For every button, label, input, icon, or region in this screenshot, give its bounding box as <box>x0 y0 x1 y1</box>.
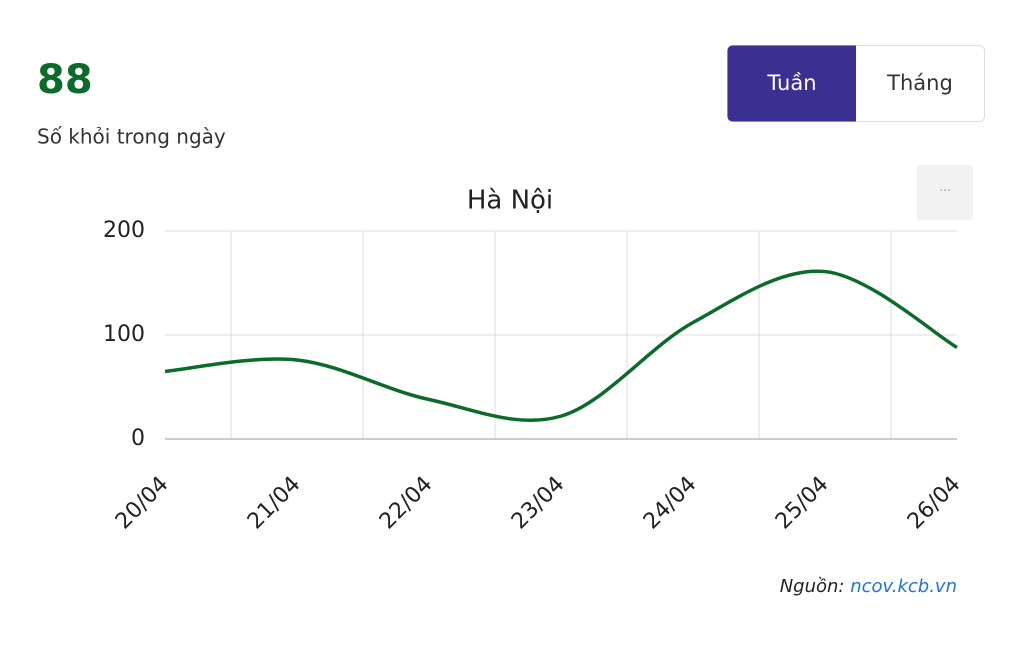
menu-button[interactable] <box>917 165 973 220</box>
tab-active[interactable] <box>727 45 857 122</box>
x-tick-label: 26/04 <box>903 472 966 535</box>
headline-subtitle: Số khỏi trong ngày <box>37 125 226 149</box>
source-label: Nguồn: <box>780 576 845 597</box>
x-tick-label: 21/04 <box>243 472 306 535</box>
x-tick-label: 25/04 <box>771 472 834 535</box>
y-tick-label: 100 <box>103 322 145 347</box>
x-tick-label: 22/04 <box>375 472 438 535</box>
x-tick-label: 24/04 <box>639 472 702 535</box>
x-tick-label: 23/04 <box>507 472 570 535</box>
source-link[interactable]: ncov.kcb.vn <box>850 576 957 597</box>
menu-label[interactable]: ··· <box>939 184 950 198</box>
tab-label[interactable]: Tuần <box>766 71 816 95</box>
y-tick-label: 0 <box>131 426 145 451</box>
tab-label[interactable]: Tháng <box>886 71 953 95</box>
headline-value: 88 <box>37 57 93 103</box>
x-tick-label: 20/04 <box>111 472 174 535</box>
chart-title: Hà Nội <box>467 186 553 216</box>
line-series <box>164 269 958 422</box>
y-tick-label: 200 <box>103 218 145 243</box>
source: Nguồn: ncov.kcb.vn <box>780 576 957 597</box>
